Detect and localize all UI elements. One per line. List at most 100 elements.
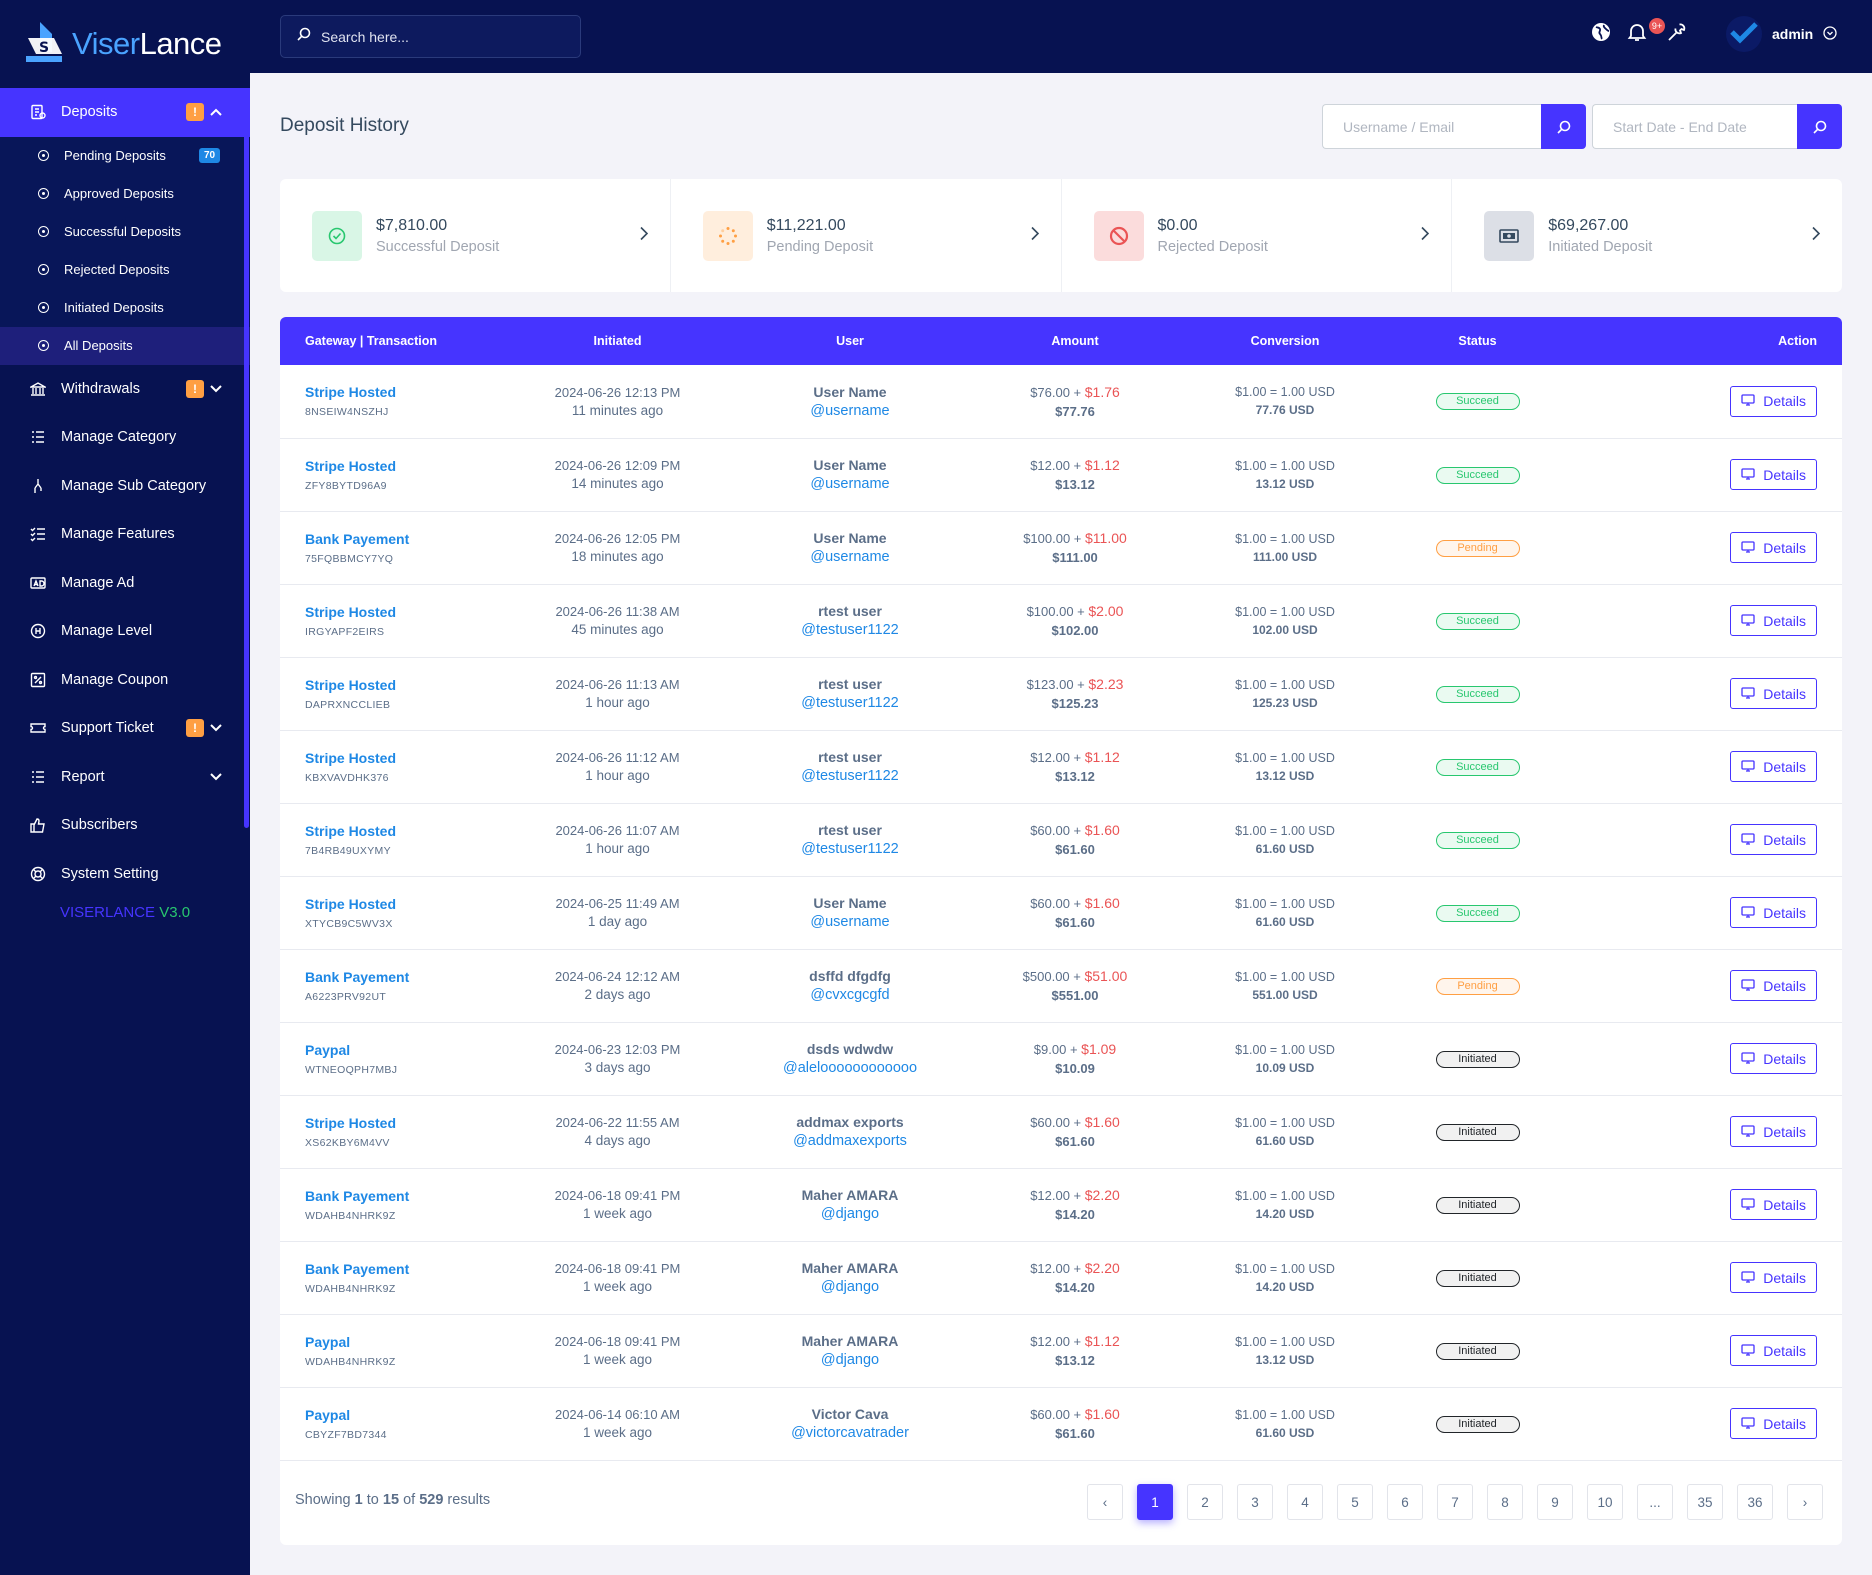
transaction-id: 8NSEIW4NSZHJ bbox=[305, 406, 389, 419]
user-handle-link[interactable]: @victorcavatrader bbox=[791, 1425, 909, 1441]
details-button[interactable]: Details bbox=[1730, 385, 1817, 417]
pagination-page[interactable]: 7 bbox=[1437, 1484, 1473, 1520]
pagination-page[interactable]: 5 bbox=[1337, 1484, 1373, 1520]
gateway-name[interactable]: Paypal bbox=[305, 1041, 351, 1058]
initiated-cell: 2024-06-18 09:41 PM 1 week ago bbox=[510, 1168, 725, 1241]
user-handle-link[interactable]: @username bbox=[810, 914, 890, 930]
user-handle-link[interactable]: @username bbox=[810, 476, 890, 492]
sidebar-item-manage-ad[interactable]: Manage Ad bbox=[0, 559, 250, 608]
details-button[interactable]: Details bbox=[1730, 459, 1817, 490]
pagination-page[interactable]: 1 bbox=[1137, 1484, 1173, 1520]
details-button[interactable]: Details bbox=[1730, 1262, 1817, 1293]
user-handle-link[interactable]: @username bbox=[810, 549, 890, 565]
amount-value: $100.00 + bbox=[1023, 531, 1086, 546]
pagination-page[interactable]: 4 bbox=[1287, 1484, 1323, 1520]
pagination-page[interactable]: 6 bbox=[1387, 1484, 1423, 1520]
user-search-button[interactable] bbox=[1541, 104, 1586, 149]
gateway-name[interactable]: Paypal bbox=[305, 1406, 351, 1423]
conversion-cell: $1.00 = 1.00 USD 61.60 USD bbox=[1175, 1387, 1395, 1460]
brand-logo[interactable]: S ViserLance bbox=[0, 0, 250, 88]
user-handle-link[interactable]: @django bbox=[820, 1206, 880, 1222]
sidebar-item-manage-category[interactable]: Manage Category bbox=[0, 413, 250, 462]
sidebar-item-pending-deposits[interactable]: Pending Deposits 70 bbox=[0, 137, 250, 175]
pagination-page[interactable]: 8 bbox=[1487, 1484, 1523, 1520]
sidebar-item-rejected-deposits[interactable]: Rejected Deposits bbox=[0, 251, 250, 289]
user-handle-link[interactable]: @testuser1122 bbox=[801, 841, 899, 857]
gateway-name[interactable]: Stripe Hosted bbox=[305, 384, 397, 401]
user-handle-link[interactable]: @aleloooooooooooo bbox=[782, 1060, 918, 1076]
sidebar-item-manage-level[interactable]: Manage Level bbox=[0, 607, 250, 656]
user-handle-link[interactable]: @django bbox=[820, 1279, 880, 1295]
details-button[interactable]: Details bbox=[1730, 1043, 1817, 1074]
user-handle-link[interactable]: @testuser1122 bbox=[801, 768, 899, 784]
details-button[interactable]: Details bbox=[1730, 1116, 1817, 1147]
gateway-name[interactable]: Stripe Hosted bbox=[305, 676, 397, 693]
sidebar-item-all-deposits[interactable]: All Deposits bbox=[0, 326, 250, 365]
pagination-ellipsis[interactable]: ... bbox=[1637, 1484, 1673, 1520]
search-input[interactable] bbox=[321, 28, 561, 45]
sidebar-item-deposits[interactable]: Deposits ! bbox=[0, 88, 250, 137]
details-button[interactable]: Details bbox=[1730, 605, 1817, 636]
gateway-name[interactable]: Bank Payement bbox=[305, 530, 410, 547]
pagination-prev[interactable]: ‹ bbox=[1087, 1484, 1123, 1520]
gateway-name[interactable]: Bank Payement bbox=[305, 968, 410, 985]
details-button[interactable]: Details bbox=[1730, 751, 1817, 782]
pagination-page[interactable]: 10 bbox=[1587, 1484, 1623, 1520]
details-button[interactable]: Details bbox=[1730, 1335, 1817, 1366]
wrench-icon[interactable] bbox=[1665, 20, 1689, 44]
user-menu[interactable]: admin bbox=[1726, 16, 1837, 52]
bell-icon[interactable] bbox=[1625, 20, 1649, 44]
username-email-input[interactable] bbox=[1322, 104, 1541, 149]
pagination-page[interactable]: 9 bbox=[1537, 1484, 1573, 1520]
gateway-name[interactable]: Stripe Hosted bbox=[305, 822, 397, 839]
sidebar-item-report[interactable]: Report bbox=[0, 753, 250, 802]
sidebar-item-initiated-deposits[interactable]: Initiated Deposits bbox=[0, 289, 250, 327]
user-handle-link[interactable]: @cvxcgcgfd bbox=[810, 987, 890, 1003]
gateway-name[interactable]: Stripe Hosted bbox=[305, 749, 397, 766]
sidebar-item-system-setting[interactable]: System Setting bbox=[0, 850, 250, 899]
details-button[interactable]: Details bbox=[1730, 970, 1817, 1001]
pagination-page[interactable]: 2 bbox=[1187, 1484, 1223, 1520]
gateway-name[interactable]: Bank Payement bbox=[305, 1260, 410, 1277]
sidebar-item-subscribers[interactable]: Subscribers bbox=[0, 801, 250, 850]
sidebar-item-approved-deposits[interactable]: Approved Deposits bbox=[0, 175, 250, 213]
pagination-page[interactable]: 35 bbox=[1687, 1484, 1723, 1520]
user-handle-link[interactable]: @username bbox=[810, 402, 890, 419]
user-handle-link[interactable]: @django bbox=[820, 1352, 880, 1368]
details-button[interactable]: Details bbox=[1730, 824, 1817, 855]
sidebar-item-successful-deposits[interactable]: Successful Deposits bbox=[0, 213, 250, 251]
pagination-page[interactable]: 36 bbox=[1737, 1484, 1773, 1520]
sidebar-item-withdrawals[interactable]: Withdrawals ! bbox=[0, 365, 250, 414]
sidebar-item-manage-coupon[interactable]: Manage Coupon bbox=[0, 656, 250, 705]
details-button[interactable]: Details bbox=[1730, 1189, 1817, 1220]
date-range-input[interactable] bbox=[1592, 104, 1797, 149]
widget-pending-deposit[interactable]: $11,221.00 Pending Deposit bbox=[669, 179, 1061, 292]
sidebar-item-manage-features[interactable]: Manage Features bbox=[0, 510, 250, 559]
chevron-right-icon bbox=[640, 226, 648, 245]
sidebar-item-manage-sub-category[interactable]: Manage Sub Category bbox=[0, 462, 250, 511]
gateway-name[interactable]: Bank Payement bbox=[305, 1187, 410, 1204]
details-button[interactable]: Details bbox=[1730, 678, 1817, 709]
pagination-next[interactable]: › bbox=[1787, 1484, 1823, 1520]
gateway-name[interactable]: Paypal bbox=[305, 1333, 351, 1350]
globe-icon[interactable] bbox=[1589, 20, 1613, 44]
details-button[interactable]: Details bbox=[1730, 532, 1817, 563]
widget-rejected-deposit[interactable]: $0.00 Rejected Deposit bbox=[1060, 179, 1452, 292]
gateway-name[interactable]: Stripe Hosted bbox=[305, 603, 397, 620]
amount-cell: $100.00 + $11.00 $111.00 bbox=[975, 511, 1175, 584]
gateway-name[interactable]: Stripe Hosted bbox=[305, 457, 397, 474]
user-handle-link[interactable]: @testuser1122 bbox=[801, 622, 899, 638]
details-button[interactable]: Details bbox=[1730, 1408, 1817, 1439]
user-handle-link[interactable]: @testuser1122 bbox=[801, 695, 899, 711]
widget-successful-deposit[interactable]: $7,810.00 Successful Deposit bbox=[280, 179, 670, 292]
sidebar-scrollbar[interactable] bbox=[244, 88, 249, 828]
pagination-page[interactable]: 3 bbox=[1237, 1484, 1273, 1520]
widget-initiated-deposit[interactable]: $69,267.00 Initiated Deposit bbox=[1451, 179, 1842, 292]
date-search-button[interactable] bbox=[1797, 104, 1842, 149]
gateway-cell: Stripe Hosted XS62KBY6M4VV bbox=[280, 1095, 510, 1168]
user-handle-link[interactable]: @addmaxexports bbox=[793, 1133, 907, 1149]
gateway-name[interactable]: Stripe Hosted bbox=[305, 1114, 397, 1131]
sidebar-item-support-ticket[interactable]: Support Ticket ! bbox=[0, 704, 250, 753]
details-button[interactable]: Details bbox=[1730, 897, 1817, 928]
gateway-name[interactable]: Stripe Hosted bbox=[305, 895, 397, 912]
